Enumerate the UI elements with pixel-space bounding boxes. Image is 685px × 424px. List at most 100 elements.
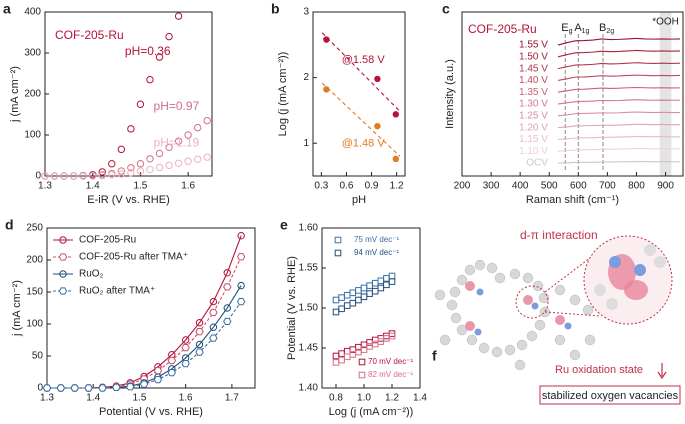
marker <box>153 367 163 375</box>
marker <box>193 155 202 163</box>
y-tick-label: 50 <box>32 351 44 362</box>
peak-subscript: 1g <box>582 28 590 35</box>
y-tick-label: 200 <box>24 89 41 100</box>
marker <box>343 291 351 299</box>
series-label: pH=0.36 <box>125 44 171 58</box>
y-axis-label: Log (j (mA cm⁻²)) <box>277 52 289 137</box>
x-tick-label: 1.0 <box>357 393 371 404</box>
series-label: pH=0.97 <box>154 99 200 113</box>
series-label: @1.48 V <box>342 138 386 150</box>
panel-letter: a <box>3 1 11 17</box>
illustration: f d-π interaction Ru oxidation state <box>432 228 681 405</box>
marker <box>366 339 373 346</box>
marker <box>127 125 135 133</box>
zoom-orbitals <box>594 244 666 310</box>
framework <box>434 259 596 371</box>
plot-frame <box>461 11 684 177</box>
spectrum <box>557 37 681 46</box>
marker <box>374 122 381 130</box>
legend-marker <box>334 249 342 257</box>
peak-symbol: B <box>599 22 606 34</box>
marker <box>236 297 246 306</box>
series-label: 1.45 V <box>519 63 548 74</box>
marker <box>343 347 351 355</box>
spectrum <box>557 123 681 129</box>
plot-frame <box>46 227 256 389</box>
marker <box>203 116 211 125</box>
peak-subscript: 2g <box>606 28 614 35</box>
spectrum <box>557 148 681 152</box>
box-label: stabilized oxygen vacancies <box>542 390 679 402</box>
x-tick-label: 1.5 <box>133 181 147 192</box>
marker <box>136 100 145 108</box>
legend-marker <box>358 371 366 379</box>
marker <box>223 304 231 312</box>
x-axis-label: Log (j (mA cm⁻²)) <box>329 406 414 418</box>
y-tick-label: 200 <box>26 255 43 266</box>
marker <box>223 283 232 291</box>
legend-label: COF-205-Ru after TMA⁺ <box>79 252 188 263</box>
marker <box>388 332 396 340</box>
x-tick-label: 700 <box>599 181 616 192</box>
marker <box>223 269 231 277</box>
legend-marker <box>334 236 342 244</box>
marker <box>56 384 66 392</box>
series-line <box>47 256 242 389</box>
marker <box>388 272 396 280</box>
marker <box>136 167 145 175</box>
marker <box>146 155 154 163</box>
marker <box>195 348 204 356</box>
panel-letter: f <box>432 348 437 364</box>
marker <box>203 153 211 161</box>
series-label: 1.10 V <box>519 146 548 157</box>
marker <box>195 328 204 336</box>
illustration-title: d-π interaction <box>520 228 598 242</box>
y-tick-label: 400 <box>24 7 41 18</box>
marker <box>392 155 399 163</box>
series-label: pH=1.19 <box>154 135 200 149</box>
x-tick-label: 1.6 <box>179 393 193 404</box>
marker <box>237 231 245 240</box>
x-tick-label: 0.9 <box>365 181 379 192</box>
y-axis-label: Potential (V vs. RHE) <box>286 256 298 360</box>
legend-marker <box>358 358 366 366</box>
x-axis-label: E-iR (V vs. RHE) <box>87 194 170 206</box>
x-tick-label: 1.2 <box>390 181 404 192</box>
marker <box>42 384 52 392</box>
x-tick-label: 1.2 <box>385 393 399 404</box>
x-tick-label: 800 <box>628 181 645 192</box>
marker <box>338 350 345 357</box>
spectrum <box>557 49 681 58</box>
marker <box>167 369 176 377</box>
marker <box>79 172 87 180</box>
marker <box>174 137 183 145</box>
marker <box>383 275 390 282</box>
y-tick-label: 1 <box>303 138 309 149</box>
marker <box>181 360 190 368</box>
marker <box>165 143 173 152</box>
y-tick-label: 250 <box>26 223 43 234</box>
marker <box>332 308 340 316</box>
legend-label: 82 mV dec⁻¹ <box>368 370 413 379</box>
x-axis-label: Raman shift (cm⁻¹) <box>526 194 619 206</box>
panel-letter: b <box>271 1 280 17</box>
marker <box>117 145 126 154</box>
marker <box>155 53 164 61</box>
marker <box>146 75 154 84</box>
y-axis-label: j (mA cm⁻²) <box>9 66 21 123</box>
marker <box>377 277 385 285</box>
marker <box>126 383 135 391</box>
ru-sites <box>465 281 572 336</box>
x-axis-label: Potential (V vs. RHE) <box>99 406 203 418</box>
trend-line <box>321 82 401 157</box>
x-tick-label: 200 <box>454 181 471 192</box>
spectrum <box>557 161 681 164</box>
marker <box>195 319 204 327</box>
y-tick-label: 150 <box>26 287 43 298</box>
marker <box>69 172 78 180</box>
peak-label: B2g <box>599 22 614 35</box>
peak-label: Eg <box>561 22 572 35</box>
marker <box>181 336 190 344</box>
legend-label: 94 mV dec⁻¹ <box>354 248 399 257</box>
marker <box>392 111 399 118</box>
